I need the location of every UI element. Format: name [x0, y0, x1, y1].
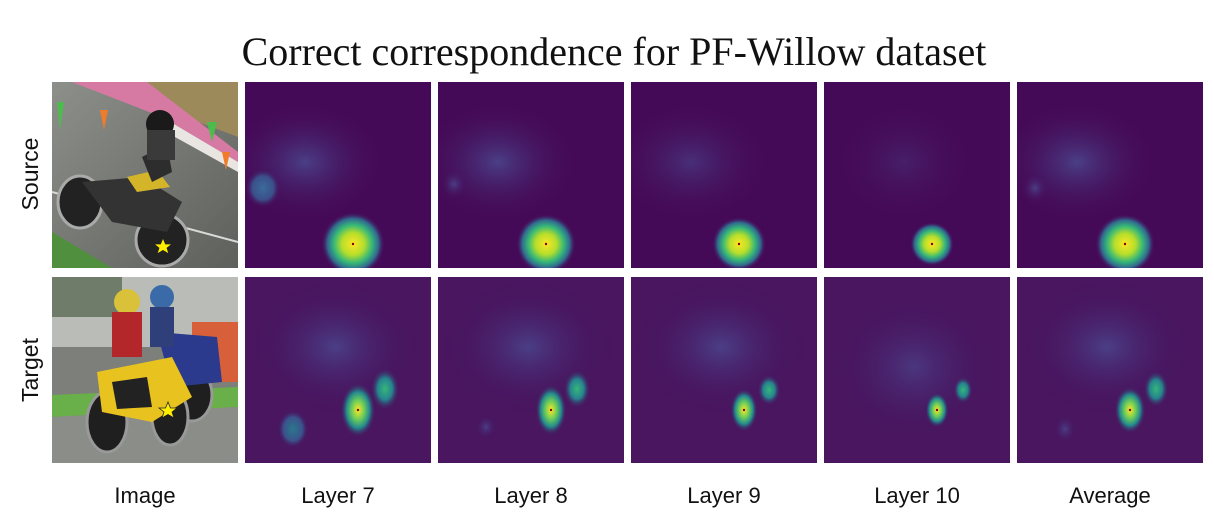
heatmap-source-average	[1017, 82, 1203, 268]
figure-title: Correct correspondence for PF-Willow dat…	[241, 29, 987, 74]
heatmap-target-layer-8	[438, 277, 624, 463]
column-label-image: Image	[114, 483, 176, 508]
heatmap-target-layer-9	[631, 277, 817, 463]
heatmap-source-layer-9	[631, 82, 817, 268]
column-label-layer-8: Layer 8	[494, 483, 568, 508]
source-image	[52, 82, 238, 268]
keypoint-star-icon	[152, 236, 174, 255]
column-label-layer-7: Layer 7	[301, 483, 375, 508]
keypoint-star-icon	[157, 400, 179, 419]
row-label-target: Target	[17, 338, 43, 402]
heatmap-target-average	[1017, 277, 1203, 463]
heatmap-target-layer-10	[824, 277, 1010, 463]
column-label-average: Average	[1069, 483, 1151, 508]
heatmap-target-layer-7	[245, 277, 431, 463]
row-label-source: Source	[17, 137, 43, 211]
heatmap-source-layer-7	[245, 82, 431, 268]
column-label-layer-10: Layer 10	[874, 483, 960, 508]
target-image	[52, 277, 238, 463]
heatmap-source-layer-10	[824, 82, 1010, 268]
heatmap-source-layer-8	[438, 82, 624, 268]
column-label-layer-9: Layer 9	[687, 483, 761, 508]
